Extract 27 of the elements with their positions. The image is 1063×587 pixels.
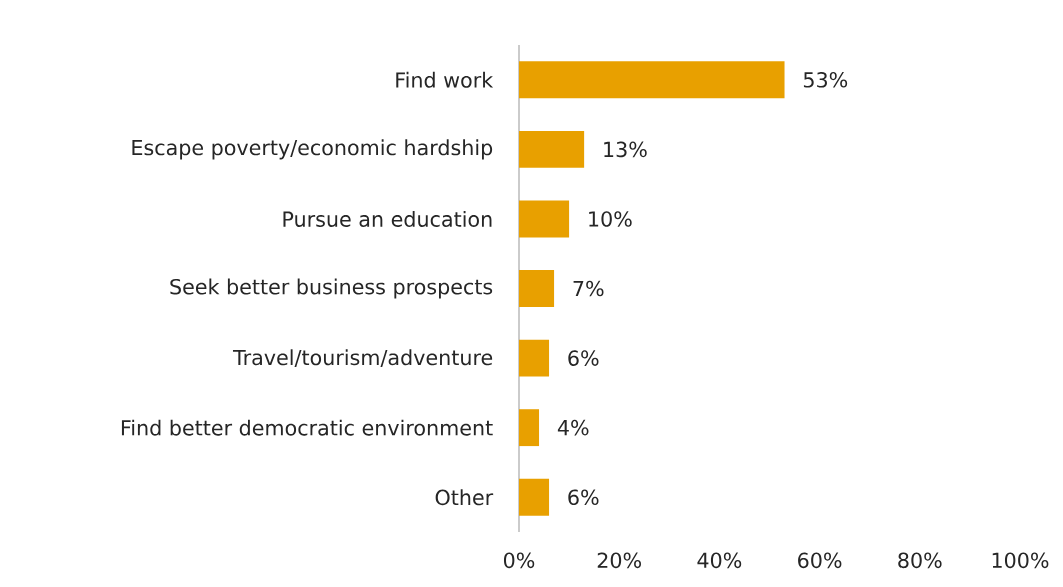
- data-label: 53%: [803, 72, 848, 88]
- bar: [519, 200, 570, 238]
- y-tick-label: Other: [435, 489, 494, 506]
- x-tick-label: 40%: [697, 552, 742, 569]
- bar: [519, 130, 585, 168]
- y-tick-label: Find better democratic environment: [121, 419, 493, 436]
- y-tick-label: Seek better business prospects: [170, 278, 493, 299]
- data-label: 6%: [568, 489, 599, 506]
- data-label: 4%: [557, 419, 589, 436]
- y-tick-label: Pursue an education: [283, 210, 492, 227]
- y-tick-label: Find work: [396, 71, 494, 88]
- data-label: 10%: [589, 211, 632, 227]
- x-tick-label: 60%: [798, 552, 842, 569]
- data-label: 7%: [573, 280, 604, 297]
- bar: [519, 61, 785, 99]
- data-label: 6%: [568, 350, 599, 366]
- x-tick-label: 80%: [898, 552, 942, 569]
- bar: [519, 478, 550, 516]
- y-tick-label: Escape poverty/economic hardship: [132, 139, 493, 160]
- x-tick-label: 20%: [597, 552, 642, 569]
- x-tick-label: 0%: [503, 552, 535, 569]
- x-tick-label: 100%: [992, 552, 1049, 569]
- bar: [519, 339, 550, 377]
- bar: [519, 270, 555, 307]
- y-tick-label: Travel/tourism/adventure: [232, 349, 493, 367]
- bar: [519, 409, 540, 447]
- data-label: 13%: [604, 141, 647, 158]
